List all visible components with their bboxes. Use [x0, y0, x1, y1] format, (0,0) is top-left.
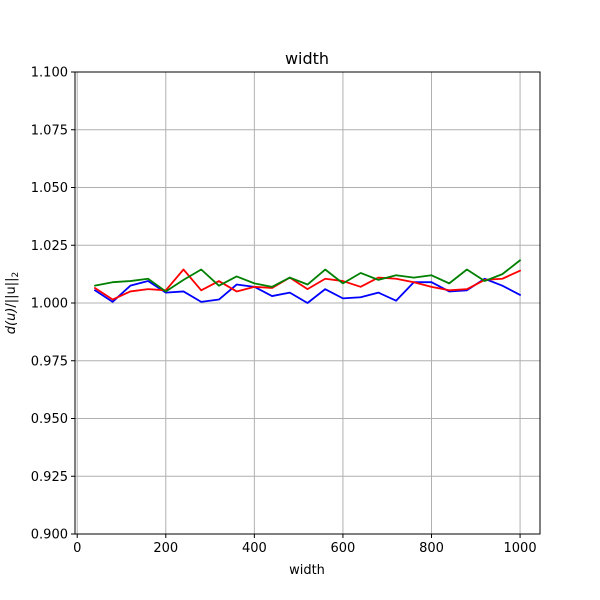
x-tick-label: 0	[73, 541, 81, 556]
y-tick-label: 0.950	[31, 412, 68, 427]
y-axis-label-normal: /||u||	[4, 277, 19, 307]
x-axis-label: width	[289, 563, 325, 578]
plot-frame	[74, 71, 541, 535]
x-tick-label: 800	[419, 541, 444, 556]
series-line-3	[94, 259, 521, 293]
x-tick-label: 600	[331, 541, 356, 556]
axes: 0 200 400 600 800 1000 0.900 0.925 0.950 0.975 1.0…	[31, 66, 537, 557]
y-axis-label: d(u)/||u||2	[4, 272, 21, 335]
y-tick-label: 1.075	[31, 123, 68, 138]
y-tick-label: 1.025	[31, 239, 68, 254]
y-tick-label: 1.050	[31, 181, 68, 196]
series-line-2	[94, 268, 521, 301]
y-tick-label: 0.900	[31, 528, 68, 543]
y-tick-label: 1.000	[31, 297, 68, 312]
y-axis-label-italic: d(u)	[4, 308, 19, 335]
y-axis-label-subscript: 2	[11, 272, 21, 278]
grid	[75, 71, 540, 535]
x-tick-label: 1000	[504, 541, 537, 556]
x-tick-label: 400	[242, 541, 267, 556]
y-tick-label: 1.100	[31, 66, 68, 81]
chart-title: width	[285, 49, 329, 68]
x-tick-label: 200	[153, 541, 178, 556]
y-tick-label: 0.925	[31, 470, 68, 485]
series-line-1	[94, 277, 521, 304]
y-tick-label: 0.975	[31, 354, 68, 369]
series-layer	[94, 259, 521, 304]
